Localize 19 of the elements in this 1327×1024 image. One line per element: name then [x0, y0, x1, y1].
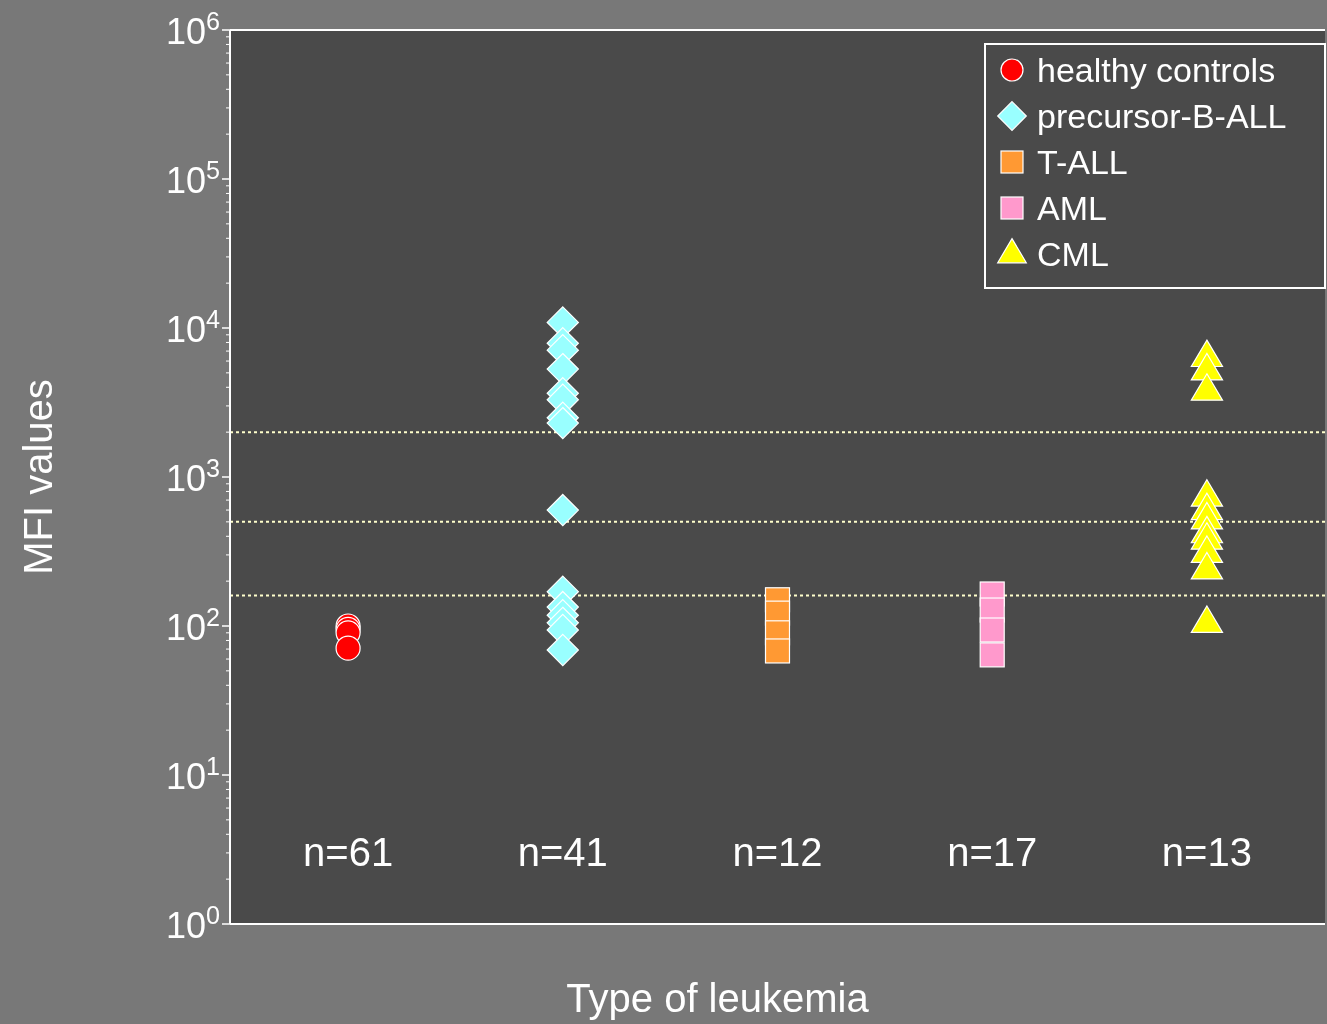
x-tick-label: n=61 [303, 830, 394, 874]
legend-label: T-ALL [1037, 143, 1128, 181]
legend-label: healthy controls [1037, 51, 1276, 89]
y-tick-label: 10$^{0}$ [165, 901, 220, 946]
y-tick-label: 10$^{5}$ [165, 156, 220, 201]
y-tick-label: 10$^{6}$ [165, 7, 220, 52]
x-tick-label: n=13 [1161, 830, 1252, 874]
x-tick-label: n=17 [947, 830, 1038, 874]
x-axis-title: Type of leukemia [566, 976, 870, 1020]
legend-label: precursor-B-ALL [1037, 97, 1287, 135]
x-tick-label: n=41 [517, 830, 608, 874]
legend-label: CML [1037, 235, 1109, 273]
y-tick-label: 10$^{3}$ [165, 454, 220, 499]
y-tick-label: 10$^{4}$ [165, 305, 220, 350]
y-axis-title: MFI values [16, 379, 60, 575]
y-tick-label: 10$^{2}$ [165, 603, 220, 648]
x-tick-label: n=12 [732, 830, 823, 874]
legend-label: AML [1037, 189, 1107, 227]
y-tick-label: 10$^{1}$ [165, 752, 220, 797]
